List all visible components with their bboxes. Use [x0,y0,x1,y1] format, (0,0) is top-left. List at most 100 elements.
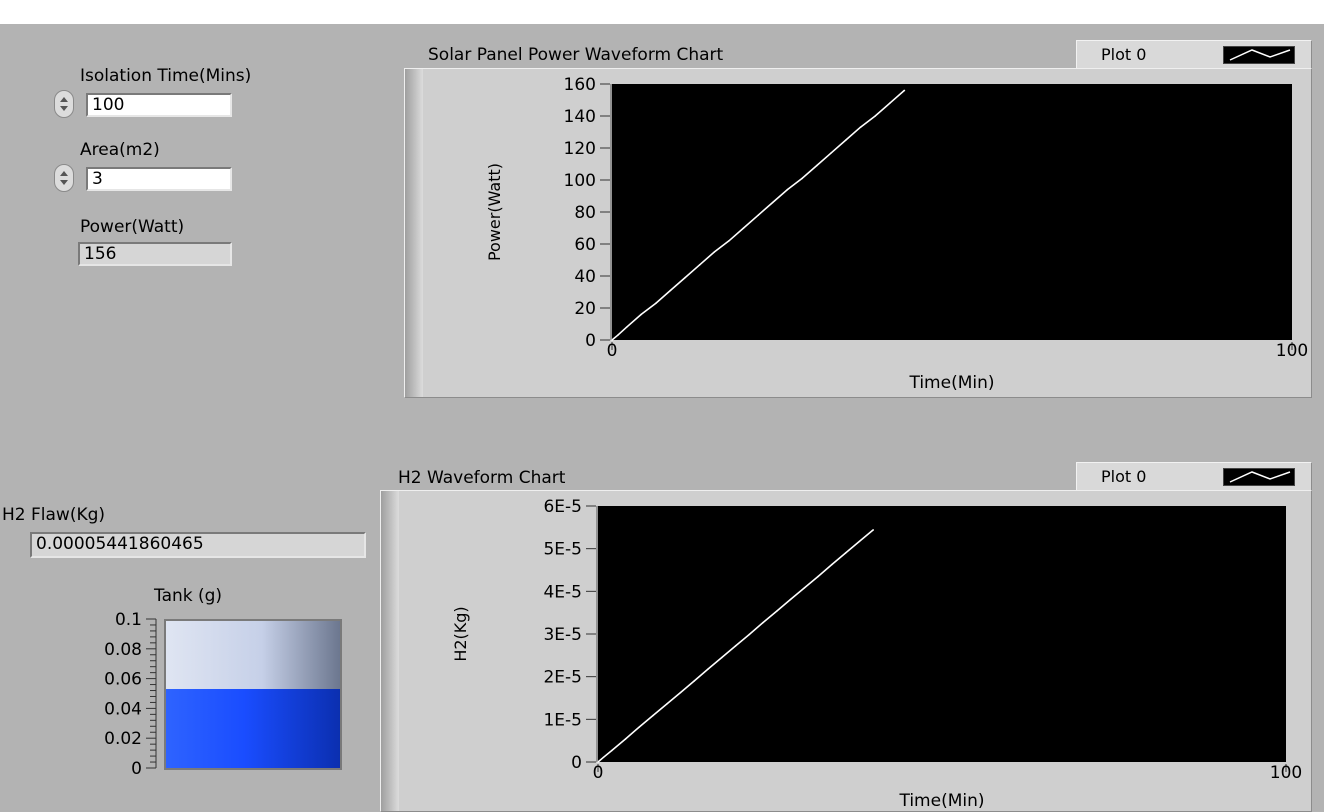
h2-data-point [666,703,668,705]
power-data-point [713,251,716,253]
power-data-point [889,102,891,104]
tank-scale-label: 0.1 [115,610,142,630]
tank-scale-svg: 0.1 0.08 0.06 0.04 0.02 0 [104,610,157,779]
power-data-point [625,326,628,329]
h2-plot-area [598,506,1286,762]
power-y-tick-label: 20 [574,299,596,319]
h2-data-point [831,563,833,566]
isolation-time-input[interactable]: 100 [86,93,232,117]
h2-data-point [693,680,696,682]
h2-data-point [817,575,819,578]
power-data-point [742,227,745,229]
h2-data-point [858,540,861,543]
h2-data-point [679,691,682,694]
decrement-icon[interactable] [60,180,68,185]
top-strip [0,0,1324,24]
tank-label: Tank (g) [154,586,223,606]
power-y-tick-label: 80 [574,203,596,223]
power-x-tick-label: 100 [1276,341,1308,361]
h2-data-point [789,598,792,601]
power-data-point [655,302,657,304]
h2-data-point [652,714,654,717]
power-data-point [815,164,818,167]
tank-scale-label: 0.08 [104,640,142,660]
h2-y-tick-label: 6E-5 [543,497,582,517]
line-style-icon[interactable] [1223,46,1295,64]
power-x-axis-label: Time(Min) [908,373,994,393]
power-series-line [611,89,905,341]
tank-scale-label: 0.06 [104,670,142,690]
power-data-point [772,201,774,204]
power-x-tick-label: 0 [607,341,618,361]
h2-flow-indicator: 0.00005441860465 [30,532,366,558]
power-plot-area [612,84,1292,340]
power-data-point [611,339,613,341]
power-data-point [903,89,906,92]
power-y-tick-label: 120 [564,139,596,159]
power-data-point [617,334,619,337]
legend-plot-label: Plot 0 [1101,467,1147,486]
chart-frame-edge [405,69,423,397]
tank-scale-label: 0.04 [104,699,142,719]
h2-x-tick-label: 0 [593,763,604,783]
h2-y-tick-label: 4E-5 [543,582,582,602]
tank-scale: 0.1 0.08 0.06 0.04 0.02 0 [50,610,160,780]
h2-data-point [803,587,806,589]
tank-scale-label: 0 [131,759,142,779]
power-y-tick-label: 60 [574,235,596,255]
area-input[interactable]: 3 [86,167,232,191]
power-data-point [757,214,759,216]
power-y-tick-label: 140 [564,107,596,127]
chart-frame-edge [381,491,399,811]
power-data-point [874,115,876,117]
power-data-point [845,139,847,141]
h2-data-point [707,668,709,670]
power-data-point [830,152,833,154]
h2-data-point [762,621,764,624]
h2-data-point [734,645,737,647]
power-data-point [859,126,862,128]
power-data-point [684,276,686,279]
h2-chart-legend[interactable]: Plot 0 [1076,462,1312,492]
tank-fill-level [166,688,340,768]
power-chart-legend[interactable]: Plot 0 [1076,40,1312,70]
isolation-time-stepper[interactable] [54,90,74,118]
h2-y-tick-label: 3E-5 [543,625,582,645]
increment-icon[interactable] [60,97,68,102]
increment-icon[interactable] [60,171,68,176]
h2-data-point [602,756,605,759]
power-y-tick-label: 160 [564,75,596,95]
power-data-point [640,313,642,316]
power-data-point [728,240,730,242]
power-data-point [669,289,672,292]
h2-data-point [597,761,599,763]
h2-data-point [624,738,627,740]
h2-data-point [776,610,778,612]
h2-y-axis-label: H2(Kg) [451,606,470,661]
power-y-tick-label: 100 [564,171,596,191]
power-y-tick-label: 40 [574,267,596,287]
h2-x-axis-label: Time(Min) [898,791,984,811]
h2-x-tick-label: 100 [1270,763,1302,783]
power-indicator: 156 [78,242,232,266]
h2-data-point [748,633,751,636]
power-chart-svg: 160 140 120 100 80 60 40 20 0 0 100 Time(Min) Power(… [485,75,1308,393]
h2-y-tick-label: 5E-5 [543,540,582,560]
power-label: Power(Watt) [80,217,185,237]
line-style-icon[interactable] [1223,468,1295,486]
h2-flow-label: H2 Flaw(Kg) [2,505,106,525]
decrement-icon[interactable] [60,106,68,111]
h2-data-point [721,656,723,659]
power-data-point [698,264,701,266]
area-stepper[interactable] [54,164,74,192]
power-data-point [786,188,789,191]
power-y-axis-label: Power(Watt) [485,163,504,261]
h2-y-tick-label: 0 [571,753,582,773]
h2-data-point [844,552,847,554]
h2-series-line [597,529,874,763]
area-label: Area(m2) [80,140,160,160]
h2-chart-svg: 6E-5 5E-5 4E-5 3E-5 2E-5 1E-5 0 0 100 Time(Min) H2… [451,497,1302,811]
h2-data-point [872,529,874,531]
tank-body [164,619,342,770]
isolation-time-label: Isolation Time(Mins) [80,66,252,86]
